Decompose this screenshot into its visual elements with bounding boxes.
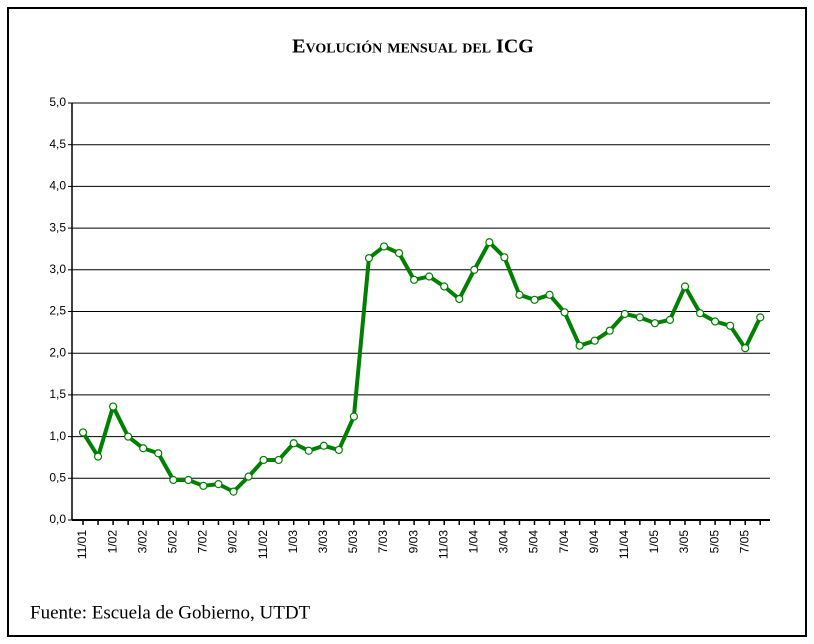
x-tick-label: 3/02: [135, 530, 149, 554]
data-point: [500, 253, 509, 262]
data-point: [289, 439, 298, 448]
data-point: [575, 341, 584, 350]
data-point: [214, 480, 223, 489]
data-point: [545, 290, 554, 299]
data-point: [695, 309, 705, 318]
chart-title: Evolución mensual del ICG: [292, 36, 534, 58]
x-tick-label: 11/04: [617, 530, 631, 559]
y-tick-label: 0,5: [49, 470, 66, 484]
x-tick-label: 7/05: [737, 530, 751, 554]
data-line: [81, 240, 763, 494]
data-point: [199, 481, 208, 490]
data-point: [726, 321, 735, 330]
x-tick-label: 5/02: [165, 530, 179, 554]
x-tick-label: 1/04: [466, 530, 480, 554]
data-point: [710, 317, 720, 326]
data-point: [560, 308, 569, 317]
data-point: [756, 313, 765, 322]
data-point: [108, 402, 118, 411]
data-point: [650, 319, 660, 328]
data-point: [605, 326, 614, 335]
y-tick-label: 0,0: [49, 512, 66, 526]
data-point: [93, 452, 103, 461]
x-tick-label: 7/04: [557, 530, 571, 554]
data-point: [530, 295, 539, 304]
data-point: [485, 238, 494, 247]
x-tick-label: 7/02: [196, 530, 210, 554]
data-point: [364, 254, 374, 263]
data-point: [184, 475, 193, 485]
data-point: [470, 265, 479, 274]
x-tick-label: 1/03: [286, 530, 300, 554]
x-tick-label: 3/03: [316, 530, 330, 554]
data-point: [259, 455, 268, 465]
x-tick-label: 9/02: [226, 530, 240, 554]
x-tick-label: 11/01: [75, 530, 89, 559]
data-point: [154, 449, 163, 458]
x-tick-label: 11/02: [256, 530, 270, 559]
x-tick-label: 9/04: [587, 530, 601, 554]
y-tick-label: 4,0: [49, 179, 66, 193]
data-point: [244, 472, 253, 481]
x-tick-label: 5/05: [707, 530, 721, 554]
x-tick-label: 5/03: [346, 530, 360, 554]
data-point: [635, 313, 644, 322]
y-tick-label: 3,0: [49, 262, 66, 276]
data-point: [455, 294, 464, 304]
y-tick-label: 3,5: [49, 220, 66, 234]
data-point: [78, 428, 88, 437]
y-tick-label: 1,0: [49, 429, 66, 443]
x-tick-label: 3/04: [497, 530, 511, 554]
data-point: [620, 309, 629, 319]
x-tick-label: 3/05: [677, 530, 691, 554]
y-tick-label: 5,0: [49, 95, 66, 109]
data-point: [379, 242, 389, 251]
data-point: [334, 445, 343, 455]
x-tick-label: 11/03: [436, 530, 450, 559]
data-point: [680, 282, 690, 291]
data-point: [304, 446, 313, 455]
data-point: [665, 315, 675, 324]
y-tick-label: 4,5: [49, 137, 66, 151]
data-point: [349, 412, 358, 421]
data-point: [741, 344, 750, 353]
data-point: [169, 475, 178, 485]
y-tick-label: 2,0: [49, 345, 66, 359]
data-point: [124, 432, 133, 441]
data-point: [319, 441, 328, 450]
data-point: [440, 282, 449, 291]
x-tick-label: 7/03: [376, 530, 390, 554]
x-tick-label: 9/03: [406, 530, 420, 554]
data-point: [425, 272, 434, 281]
x-tick-label: 1/02: [105, 530, 119, 554]
x-tick-label: 1/05: [647, 530, 661, 554]
data-point: [515, 290, 524, 299]
data-point: [139, 444, 148, 453]
data-point: [394, 249, 404, 258]
data-point: [410, 275, 419, 284]
data-point: [590, 336, 599, 345]
source-note: Fuente: Escuela de Gobierno, UTDT: [30, 602, 311, 623]
data-point: [229, 487, 238, 496]
x-tick-label: 5/04: [527, 530, 541, 554]
data-point: [274, 455, 283, 465]
y-tick-label: 1,5: [49, 387, 66, 401]
y-tick-label: 2,5: [49, 304, 66, 318]
